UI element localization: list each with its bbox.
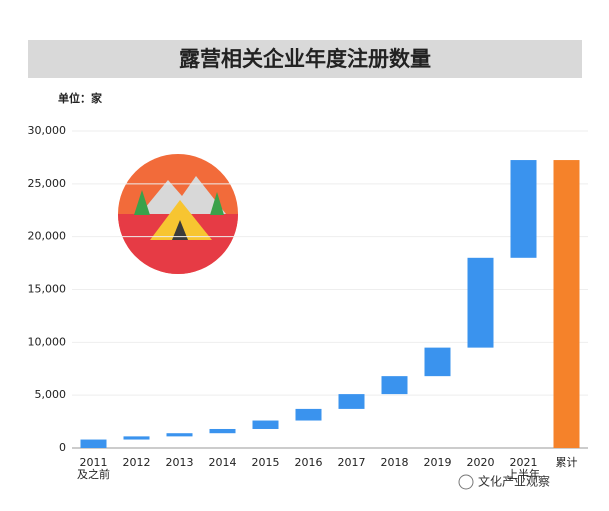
unit-label: 单位：家 xyxy=(58,91,103,105)
y-tick-label: 10,000 xyxy=(28,335,67,348)
x-tick-label: 2021 xyxy=(510,456,538,469)
bar xyxy=(209,428,236,434)
x-tick-label: 2019 xyxy=(424,456,452,469)
x-tick-label: 及之前 xyxy=(77,467,110,481)
y-tick-label: 5,000 xyxy=(35,388,67,401)
x-tick-label: 2018 xyxy=(381,456,409,469)
y-tick-label: 30,000 xyxy=(28,124,67,137)
x-tick-label: 2020 xyxy=(467,456,495,469)
x-tick-label: 2012 xyxy=(123,456,151,469)
bar xyxy=(424,347,451,377)
x-tick-label: 2017 xyxy=(338,456,366,469)
tent-illustration xyxy=(118,154,238,274)
bar xyxy=(295,408,322,421)
footer-text: 文化产业观察 xyxy=(478,474,550,489)
chart-title: 露营相关企业年度注册数量 xyxy=(179,47,431,71)
y-tick-label: 20,000 xyxy=(28,230,67,243)
x-tick-label: 上半年 xyxy=(507,467,540,481)
bar xyxy=(467,257,494,348)
bar xyxy=(80,439,107,448)
y-tick-label: 0 xyxy=(59,441,66,454)
bar xyxy=(553,160,580,448)
bar xyxy=(381,376,408,395)
x-tick-label: 2016 xyxy=(295,456,323,469)
y-tick-label: 25,000 xyxy=(28,177,67,190)
y-tick-label: 15,000 xyxy=(28,283,67,296)
bar xyxy=(338,394,365,409)
x-tick-label: 2015 xyxy=(252,456,280,469)
wechat-icon xyxy=(458,474,474,490)
bar xyxy=(510,160,537,258)
x-tick-label: 2011 xyxy=(80,456,108,469)
title-banner xyxy=(28,40,582,78)
bar xyxy=(252,420,279,429)
x-tick-label: 累计 xyxy=(556,456,578,469)
x-tick-label: 2013 xyxy=(166,456,194,469)
x-tick-label: 2014 xyxy=(209,456,237,469)
bar xyxy=(123,436,150,440)
bar xyxy=(166,433,193,437)
